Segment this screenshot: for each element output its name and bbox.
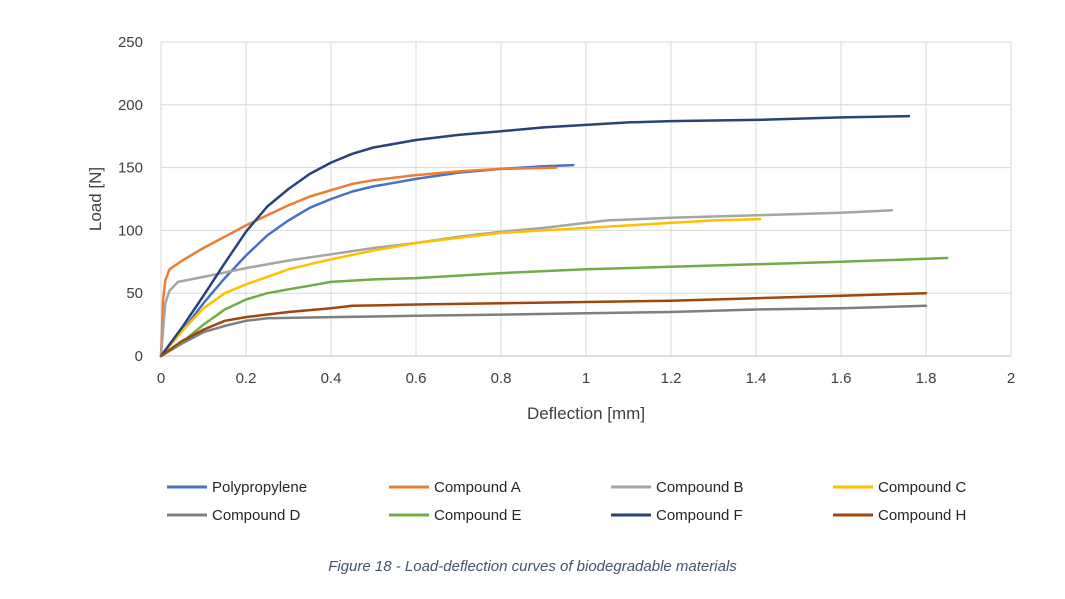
x-tick-label: 1.6	[831, 370, 852, 387]
legend-label-compound-d: Compound D	[212, 507, 301, 524]
y-tick-label: 50	[126, 285, 143, 302]
legend-label-polypropylene: Polypropylene	[212, 479, 307, 496]
series-line-compound-f	[159, 114, 911, 358]
legend-label-compound-e: Compound E	[434, 507, 522, 524]
legend-label-compound-h: Compound H	[878, 507, 966, 524]
x-tick-label: 1.2	[661, 370, 682, 387]
legend: Polypropylene Compound A Compound B Compoun…	[167, 479, 967, 524]
legend-label-compound-b: Compound B	[656, 479, 744, 496]
x-tick-label: 0.6	[406, 370, 427, 387]
figure-caption: Figure 18 - Load-deflection curves of bi…	[328, 558, 737, 575]
series-line-compound-c	[159, 217, 762, 358]
series-line-compound-a	[159, 166, 558, 358]
series-group	[159, 114, 949, 358]
x-tick-label: 0.8	[491, 370, 512, 387]
x-tick-label: 1.8	[916, 370, 937, 387]
series-line-compound-e	[159, 256, 949, 358]
x-axis-title: Deflection [mm]	[527, 404, 645, 423]
legend-label-compound-a: Compound A	[434, 479, 521, 496]
axes: 0 0.2 0.4 0.6 0.8 1 1.2 1.4 1.6 1.8 2 0 50 100 150 200 2…	[86, 34, 1015, 423]
series-line-compound-d	[159, 304, 928, 358]
x-tick-label: 0	[157, 370, 165, 387]
y-tick-label: 250	[118, 34, 143, 51]
y-tick-label: 0	[135, 348, 143, 365]
legend-label-compound-c: Compound C	[878, 479, 967, 496]
chart-container: 0 0.2 0.4 0.6 0.8 1 1.2 1.4 1.6 1.8 2 0 50 100 150 200 2…	[86, 34, 1015, 524]
x-tick-label: 2	[1007, 370, 1015, 387]
x-tick-label: 0.4	[321, 370, 342, 387]
y-axis-title: Load [N]	[86, 167, 105, 231]
y-tick-label: 200	[118, 97, 143, 114]
series-line-compound-h	[159, 291, 928, 358]
legend-label-compound-f: Compound F	[656, 507, 743, 524]
x-tick-label: 1.4	[746, 370, 767, 387]
gridlines	[160, 41, 1012, 357]
x-tick-label: 1	[582, 370, 590, 387]
load-deflection-chart: 0 0.2 0.4 0.6 0.8 1 1.2 1.4 1.6 1.8 2 0 50 100 150 200 2…	[86, 34, 1015, 524]
y-tick-label: 150	[118, 160, 143, 177]
x-tick-label: 0.2	[236, 370, 257, 387]
y-tick-label: 100	[118, 222, 143, 239]
